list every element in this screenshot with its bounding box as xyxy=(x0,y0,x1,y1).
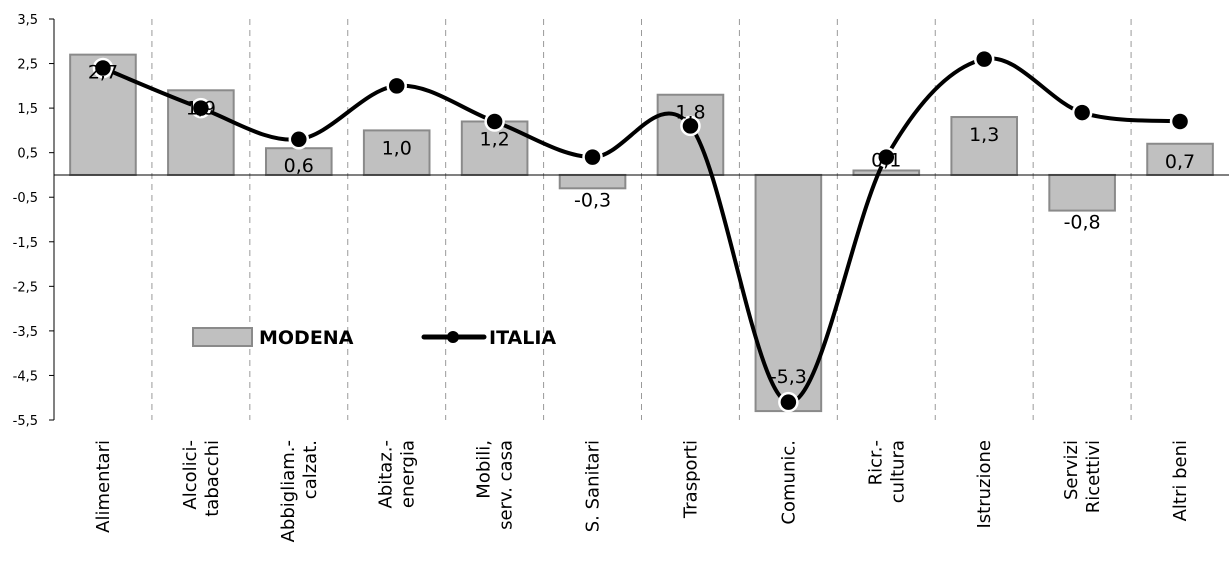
data-label-modena: 0,6 xyxy=(284,155,314,177)
marker-italia xyxy=(778,391,799,413)
data-label-modena: 1,0 xyxy=(382,137,412,159)
axes: 3,5 2,5 1,5 0,5 -0,5 -1,5 -2,5 -3,5 -4,5 -5,5 Alim… xyxy=(13,13,1229,542)
x-tick-label: serv. casa xyxy=(496,440,517,530)
data-label-modena: 1,8 xyxy=(675,102,705,124)
x-tick-label: Comunic. xyxy=(778,440,799,525)
line-series-italia xyxy=(92,48,1191,413)
bar-modena xyxy=(264,147,333,176)
marker-italia xyxy=(582,146,603,168)
legend-swatch-modena xyxy=(192,327,253,347)
x-tick-label: Altri beni xyxy=(1170,440,1191,521)
legend-marker-italia xyxy=(447,331,459,343)
x-tick-label: calzat. xyxy=(300,440,321,499)
data-label-modena: 1,2 xyxy=(480,128,510,150)
y-tick-label: -5,5 xyxy=(13,414,38,429)
x-tick-label: Alimentari xyxy=(93,440,114,533)
x-tick-label: tabacchi xyxy=(202,440,223,517)
y-tick-label: 0,5 xyxy=(17,147,38,162)
x-tick-label: Abitaz.- xyxy=(376,440,397,509)
x-tick-label: Trasporti xyxy=(680,440,701,519)
data-label-modena: 2,7 xyxy=(88,62,118,84)
data-label-modena: -5,3 xyxy=(770,366,807,388)
y-tick-label: -1,5 xyxy=(13,236,38,251)
marker-italia xyxy=(288,129,310,150)
x-tick-label: Alcolici- xyxy=(180,440,201,510)
marker-italia xyxy=(973,48,995,70)
marker-italia xyxy=(484,111,505,132)
bar-modena xyxy=(1146,142,1214,176)
y-tick-label: -0,5 xyxy=(13,191,38,206)
data-label-modena: -0,3 xyxy=(574,189,611,211)
x-tick-label: energia xyxy=(398,440,419,508)
y-tick-label: -3,5 xyxy=(13,325,38,340)
marker-italia xyxy=(876,146,897,168)
y-tick-label: 2,5 xyxy=(17,58,38,73)
bar-modena xyxy=(362,129,431,176)
y-tick-label: -2,5 xyxy=(13,280,38,295)
x-tick-label: Servizi xyxy=(1061,440,1082,500)
x-tick-label: Istruzione xyxy=(974,440,995,529)
x-tick-label: Abbigliam.- xyxy=(278,440,299,542)
marker-italia xyxy=(1071,102,1093,123)
data-label-modena: 1,3 xyxy=(969,124,999,146)
x-tick-label: S. Sanitari xyxy=(583,440,604,532)
y-tick-label: 3,5 xyxy=(17,13,38,28)
grid-layer xyxy=(151,19,1132,420)
marker-italia xyxy=(386,75,407,97)
x-tick-label: Ricettivi xyxy=(1083,440,1104,513)
legend-label-italia: ITALIA xyxy=(489,327,556,349)
data-labels: 2,7 1,9 0,6 1,0 1,2 -0,3 1,8 -5,3 0,1 1,3 -0,8 0,7 xyxy=(88,62,1195,388)
y-tick-label: -4,5 xyxy=(13,369,38,384)
legend: MODENA ITALIA xyxy=(192,327,556,349)
x-tick-label: Ricr.- xyxy=(865,440,886,485)
y-tick-label: 1,5 xyxy=(17,102,38,117)
legend-label-modena: MODENA xyxy=(259,327,354,349)
data-label-modena: 1,9 xyxy=(186,97,216,119)
data-label-modena: 0,1 xyxy=(871,149,901,171)
x-tick-label: Mobili, xyxy=(474,440,495,499)
marker-italia xyxy=(680,115,701,137)
x-tick-label: cultura xyxy=(887,440,908,503)
data-label-modena: 0,7 xyxy=(1165,151,1195,173)
data-label-modena: -0,8 xyxy=(1064,212,1101,234)
marker-italia xyxy=(92,57,114,79)
bar-modena xyxy=(1048,173,1116,212)
marker-italia xyxy=(190,97,212,119)
bar-modena xyxy=(558,173,627,190)
bar-modena xyxy=(950,116,1019,176)
marker-italia xyxy=(1169,111,1191,132)
